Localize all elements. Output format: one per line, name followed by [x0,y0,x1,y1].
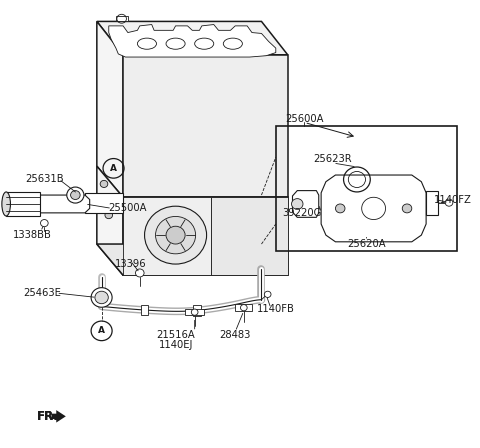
Circle shape [91,288,112,307]
Circle shape [264,291,271,297]
Polygon shape [123,197,288,275]
Text: 25631B: 25631B [25,174,64,185]
Text: FR.: FR. [37,410,59,423]
Text: 28483: 28483 [219,330,251,340]
Circle shape [402,204,412,213]
Circle shape [240,305,247,311]
Text: 39220G: 39220G [282,208,322,218]
Polygon shape [51,410,66,422]
Polygon shape [292,190,319,217]
Text: 25620A: 25620A [347,239,386,249]
Circle shape [95,291,108,304]
Polygon shape [97,22,288,55]
Polygon shape [211,197,288,275]
Text: 1140FZ: 1140FZ [433,194,471,205]
Ellipse shape [2,192,11,216]
Polygon shape [97,244,288,275]
Text: 25500A: 25500A [108,203,147,213]
Polygon shape [123,197,211,275]
Polygon shape [39,195,90,213]
Text: 25623R: 25623R [314,155,352,164]
Text: 25463E: 25463E [23,288,61,298]
Polygon shape [426,190,438,215]
Polygon shape [185,309,204,315]
Circle shape [192,309,198,315]
Bar [141,305,148,315]
Text: FR.: FR. [37,410,59,423]
Circle shape [166,226,185,244]
Circle shape [105,211,113,219]
Polygon shape [116,16,128,22]
Bar [276,126,457,251]
Polygon shape [123,55,288,197]
Text: A: A [98,326,105,336]
Polygon shape [321,175,426,242]
Circle shape [71,190,80,199]
Circle shape [100,196,108,203]
Text: 1140FB: 1140FB [257,304,295,314]
Polygon shape [97,166,123,275]
Text: 25600A: 25600A [285,114,324,125]
Circle shape [144,206,206,264]
Circle shape [135,269,144,277]
Bar [193,305,201,316]
Circle shape [40,220,48,227]
Polygon shape [235,304,252,311]
Circle shape [100,181,108,188]
Circle shape [336,204,345,213]
Circle shape [291,198,303,209]
Circle shape [445,199,453,206]
Text: 13396: 13396 [114,259,146,269]
Polygon shape [6,192,39,216]
Text: 21516A: 21516A [156,330,195,340]
Text: A: A [110,164,117,173]
Text: 1140EJ: 1140EJ [158,340,193,350]
Text: 1338BB: 1338BB [13,230,52,240]
Circle shape [67,187,84,203]
Polygon shape [109,25,276,57]
Polygon shape [85,193,123,213]
Circle shape [156,216,196,254]
Polygon shape [97,22,123,197]
